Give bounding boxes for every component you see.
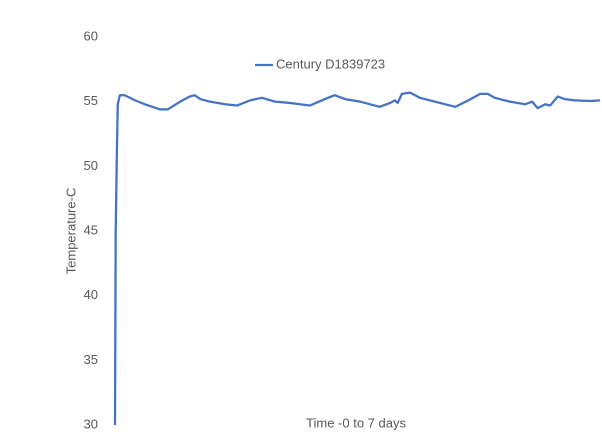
- y-tick-label: 45: [84, 222, 98, 237]
- legend-label: Century D1839723: [276, 56, 385, 71]
- y-tick-label: 35: [84, 352, 98, 367]
- y-tick-label: 50: [84, 158, 98, 173]
- series-line: [113, 91, 601, 426]
- y-tick-label: 40: [84, 287, 98, 302]
- y-tick-label: 30: [84, 416, 98, 431]
- y-tick-label: 55: [84, 93, 98, 108]
- y-axis-title: Temperature-C: [63, 188, 78, 275]
- x-axis-title: Time -0 to 7 days: [306, 415, 406, 430]
- y-tick-label: 60: [84, 28, 98, 43]
